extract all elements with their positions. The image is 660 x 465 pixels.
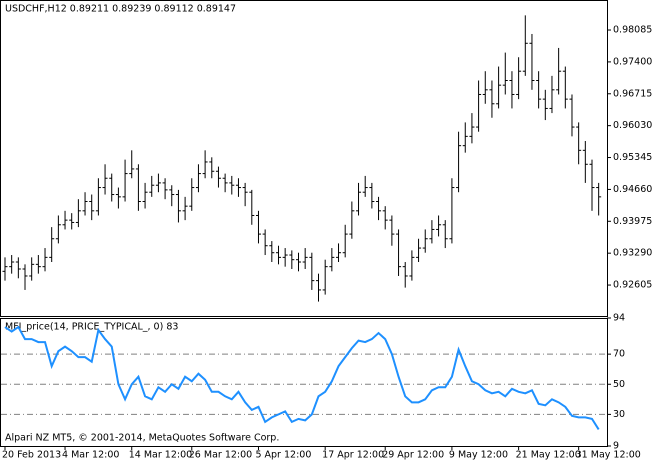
y-tick-label: 0.96715 xyxy=(613,88,652,99)
y-tick-label: 0.95345 xyxy=(613,152,652,163)
indicator-title: MFI_price(14, PRICE_TYPICAL_, 0) 83 xyxy=(5,322,178,333)
y-tick-label: 50 xyxy=(613,379,625,390)
indicator-panel xyxy=(0,318,608,447)
mfi-line xyxy=(4,325,600,430)
y-tick-label: 0.94660 xyxy=(613,184,652,195)
y-tick-label: 94 xyxy=(613,313,625,324)
y-tick-label: 0.98085 xyxy=(613,25,652,36)
price-panel xyxy=(0,0,608,317)
y-tick-label: 30 xyxy=(613,409,625,420)
x-tick-label: 17 Apr 12:00 xyxy=(322,450,384,461)
price-title: USDCHF,H12 0.89211 0.89239 0.89112 0.891… xyxy=(5,4,236,15)
y-tick-label: 0.93290 xyxy=(613,248,652,259)
y-tick-label: 0.96030 xyxy=(613,120,652,131)
x-tick-label: 14 Mar 12:00 xyxy=(129,450,192,461)
y-tick-label: 9 xyxy=(613,441,619,452)
y-tick-label: 0.93975 xyxy=(613,216,652,227)
y-tick-label: 0.97400 xyxy=(613,56,652,67)
copyright: Alpari NZ MT5, © 2001-2014, MetaQuotes S… xyxy=(5,433,279,444)
x-tick-label: 29 Apr 12:00 xyxy=(382,450,444,461)
x-tick-label: 5 Apr 12:00 xyxy=(255,450,311,461)
x-tick-label: 4 Mar 12:00 xyxy=(62,450,119,461)
x-tick-label: 21 May 12:00 xyxy=(516,450,581,461)
x-tick-label: 26 Mar 12:00 xyxy=(189,450,252,461)
x-tick-label: 9 May 12:00 xyxy=(449,450,508,461)
x-tick-label: 20 Feb 2013 xyxy=(2,450,61,461)
x-tick-label: 31 May 12:00 xyxy=(576,450,641,461)
y-tick-label: 0.92605 xyxy=(613,280,652,291)
y-tick-label: 70 xyxy=(613,349,625,360)
